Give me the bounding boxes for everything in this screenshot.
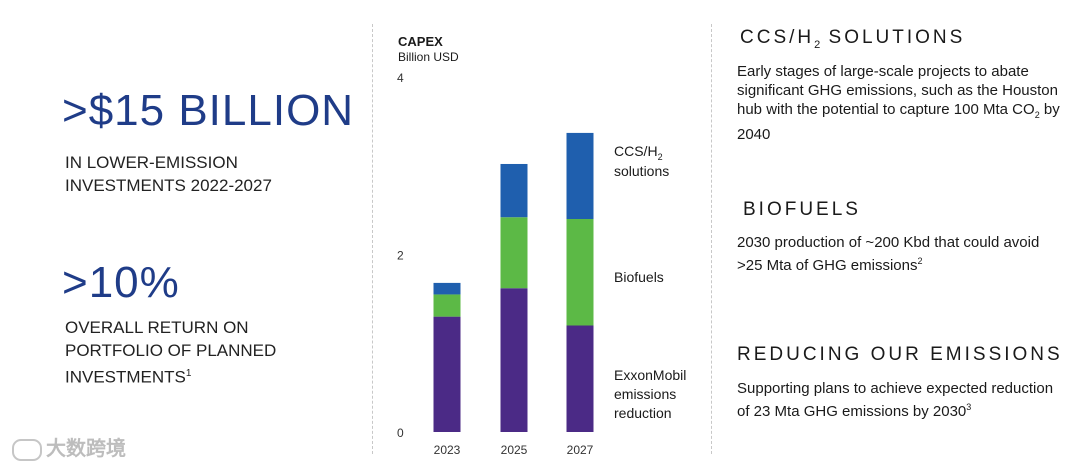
bar-segment (500, 217, 528, 289)
footnote-marker: 1 (185, 368, 192, 379)
y-tick-label: 4 (397, 71, 404, 85)
legend-label: reduction (614, 405, 672, 421)
footnote-marker: 2 (917, 256, 923, 266)
stat-investment-line2: INVESTMENTS 2022-2027 (65, 176, 272, 195)
chart-ylabel: Billion USD (398, 50, 459, 64)
stat-return-line2: PORTFOLIO OF PLANNED (65, 341, 277, 360)
heading-ccs-sub: 2 (814, 38, 821, 51)
bar-segment (500, 288, 528, 432)
stat-investment-line1: IN LOWER-EMISSION (65, 153, 238, 172)
heading-ccs-pre: CCS/H (740, 27, 815, 48)
stat-return-caption: OVERALL RETURN ON PORTFOLIO OF PLANNED I… (65, 316, 345, 389)
footnote-marker: 3 (966, 402, 972, 412)
bar-segment (500, 163, 528, 218)
bar-segment (433, 282, 461, 295)
stat-return-value: >10% (62, 258, 180, 307)
text-ccs-a: Early stages of large-scale projects to … (737, 63, 1058, 118)
heading-ccs-h2: CCS/H2 SOLUTIONS (740, 27, 965, 51)
legend-label: ExxonMobil (614, 367, 686, 383)
legend-label: solutions (614, 163, 669, 179)
stat-return-line3: INVESTMENTS (65, 367, 186, 387)
legend-label: emissions (614, 386, 676, 402)
heading-biofuels: BIOFUELS (743, 199, 861, 220)
y-tick-label: 0 (397, 426, 404, 440)
text-biofuels: 2030 production of ~200 Kbd that could a… (737, 233, 1067, 275)
capex-chart: CAPEX Billion USD 0 2 4 2023 2025 2027 CCS/H… (397, 34, 686, 457)
text-reducing-body: Supporting plans to achieve expected red… (737, 380, 1054, 420)
brand-logo-icon (12, 438, 42, 461)
bar-segment (566, 219, 594, 326)
x-tick-label: 2025 (501, 443, 528, 457)
x-tick-label: 2023 (434, 443, 461, 457)
bar-segment (433, 316, 461, 432)
text-ccs-h2: Early stages of large-scale projects to … (737, 62, 1067, 144)
x-tick-label: 2027 (567, 443, 594, 457)
stat-investment-value: >$15 BILLION (62, 86, 355, 135)
stat-investment-caption: IN LOWER-EMISSION INVESTMENTS 2022-2027 (65, 151, 335, 197)
legend-label: Biofuels (614, 269, 664, 285)
x-axis-labels: 2023 2025 2027 (434, 443, 594, 457)
text-biofuels-body: 2030 production of ~200 Kbd that could a… (737, 234, 1040, 274)
stat-return-line1: OVERALL RETURN ON (65, 318, 249, 337)
text-reducing-emissions: Supporting plans to achieve expected red… (737, 379, 1067, 421)
bar-segment (433, 294, 461, 317)
text-ccs-b: by 2040 (737, 101, 1060, 143)
legend-subscript: 2 (658, 152, 663, 162)
text-ccs-sub: 2 (1034, 110, 1040, 120)
heading-reducing-emissions: REDUCING OUR EMISSIONS (737, 344, 1063, 365)
bar-stack-group (433, 132, 594, 432)
divider-left (372, 24, 373, 454)
watermark: 大数跨境 (12, 432, 126, 461)
legend-label: CCS/H2 (614, 143, 663, 162)
left-panel: >$15 BILLION IN LOWER-EMISSION INVESTMEN… (0, 0, 360, 466)
heading-ccs-post: SOLUTIONS (820, 27, 966, 48)
divider-right (711, 24, 712, 454)
y-axis-ticks: 0 2 4 (397, 71, 404, 440)
bar-segment (566, 132, 594, 219)
stat-return-line3-wrap: INVESTMENTS1 (65, 362, 345, 389)
watermark-text: 大数跨境 (46, 438, 126, 460)
bar-segment (566, 325, 594, 432)
y-tick-label: 2 (397, 249, 404, 263)
chart-title: CAPEX (398, 34, 443, 49)
